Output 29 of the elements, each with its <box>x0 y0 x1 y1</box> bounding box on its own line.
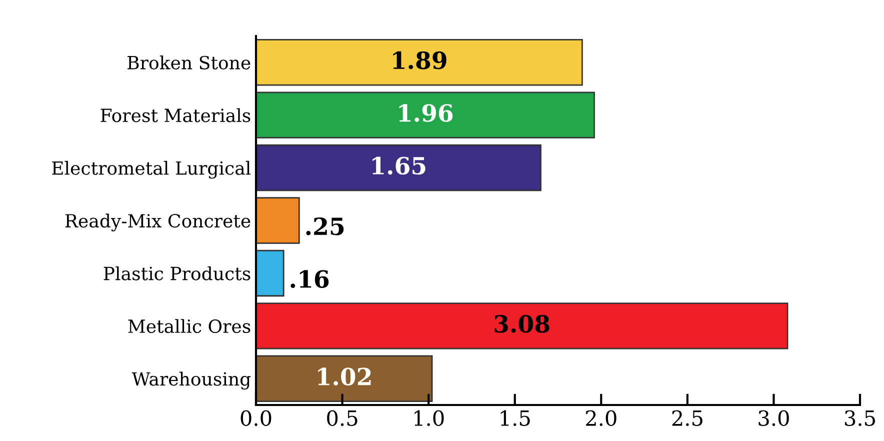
x-tick-label: 2.5 <box>672 410 702 426</box>
bar <box>256 92 595 138</box>
data-label: 1.65 <box>372 156 426 175</box>
bar <box>256 197 300 244</box>
bar <box>256 250 284 297</box>
bar <box>256 144 542 192</box>
x-tick-label: 3.0 <box>758 410 789 426</box>
bar <box>256 38 583 86</box>
data-label: 1.02 <box>318 368 371 386</box>
data-label: .25 <box>306 217 344 236</box>
data-label: 1.96 <box>399 104 453 122</box>
y-tick-label: Electrometal Lurgical <box>52 160 251 179</box>
data-label: 1.89 <box>393 51 446 70</box>
x-tick-label: 1.5 <box>500 410 530 426</box>
x-tick-label: 2.0 <box>586 410 616 426</box>
y-tick-label: Plastic Products <box>104 266 250 280</box>
x-tick-label: 3.5 <box>845 410 875 426</box>
y-tick-label: Forest Materials <box>100 108 250 122</box>
data-label: .16 <box>290 270 329 288</box>
x-tick-label: 1.0 <box>414 410 444 426</box>
x-tick-label: 0.0 <box>240 410 272 426</box>
y-tick-label: Ready-Mix Concrete <box>65 214 250 232</box>
bar <box>256 355 433 402</box>
y-tick-label: Metallic Ores <box>128 319 250 334</box>
x-tick-label: 0.5 <box>327 410 358 426</box>
data-label: 3.08 <box>494 314 550 333</box>
y-tick-label: Broken Stone <box>128 55 250 70</box>
bar <box>256 302 788 350</box>
y-tick-label: Warehousing <box>132 372 251 390</box>
